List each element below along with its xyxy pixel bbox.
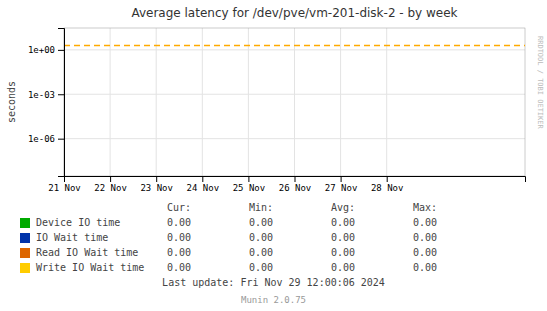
plot-area: 21 Nov 22 Nov 23 Nov 24 Nov 25 Nov 26 Nov 27 N… bbox=[28, 28, 526, 193]
x-tick: 24 Nov bbox=[187, 176, 220, 193]
legend-value: 0.00 bbox=[413, 217, 437, 228]
legend-value: 0.00 bbox=[331, 262, 355, 273]
legend-swatch bbox=[20, 248, 30, 258]
y-tick-label: 1e+00 bbox=[28, 45, 55, 55]
legend-value: 0.00 bbox=[331, 247, 355, 258]
legend-label: Write IO Wait time bbox=[36, 262, 144, 273]
y-axis: 1e-06 1e-03 1e+00 bbox=[28, 29, 65, 177]
chart: Average latency for /dev/pve/vm-201-disk… bbox=[0, 0, 547, 311]
legend-value: 0.00 bbox=[167, 232, 191, 243]
x-tick-mark bbox=[248, 176, 249, 182]
x-tick-label: 21 Nov bbox=[48, 183, 81, 193]
x-tick: 25 Nov bbox=[233, 176, 266, 193]
grid-line-y bbox=[64, 49, 525, 50]
legend-label: Read IO Wait time bbox=[36, 247, 138, 258]
x-tick: 23 Nov bbox=[140, 176, 173, 193]
legend-value: 0.00 bbox=[249, 232, 273, 243]
x-tick-label: 26 Nov bbox=[279, 183, 312, 193]
x-tick: 22 Nov bbox=[94, 176, 127, 193]
x-tick: 27 Nov bbox=[325, 176, 358, 193]
x-tick-mark bbox=[295, 176, 296, 182]
y-tick-label: 1e-06 bbox=[28, 134, 55, 144]
x-tick: 28 Nov bbox=[371, 176, 404, 193]
y-tick: 1e-06 bbox=[28, 134, 64, 144]
reference-line bbox=[64, 45, 525, 47]
legend-swatch bbox=[20, 218, 30, 228]
legend-swatch bbox=[20, 233, 30, 243]
x-tick-label: 28 Nov bbox=[371, 183, 404, 193]
x-tick-label: 27 Nov bbox=[325, 183, 358, 193]
grid bbox=[64, 28, 525, 176]
legend-header: Cur: bbox=[167, 202, 191, 213]
x-tick-label: 25 Nov bbox=[233, 183, 266, 193]
x-tick-mark bbox=[341, 176, 342, 182]
legend-value: 0.00 bbox=[249, 262, 273, 273]
plot-frame bbox=[64, 28, 525, 176]
y-tick: 1e-03 bbox=[28, 90, 64, 100]
title: Average latency for /dev/pve/vm-201-disk… bbox=[131, 6, 457, 20]
y-tick-mark bbox=[58, 50, 64, 51]
legend-value: 0.00 bbox=[413, 247, 437, 258]
legend: Cur: Min: Avg: Max: Device IO time 0.00 0.00 0.… bbox=[20, 202, 437, 273]
y-tick-mark bbox=[58, 94, 64, 95]
legend-value: 0.00 bbox=[249, 217, 273, 228]
legend-header: Avg: bbox=[331, 202, 355, 213]
marks bbox=[64, 45, 525, 46]
x-tick-mark bbox=[202, 176, 203, 182]
y-tick-mark bbox=[58, 139, 64, 140]
y-axis-title: seconds bbox=[6, 81, 17, 123]
x-tick-label: 23 Nov bbox=[140, 183, 173, 193]
x-tick-mark bbox=[110, 176, 111, 182]
x-axis-line bbox=[65, 177, 526, 183]
legend-value: 0.00 bbox=[331, 232, 355, 243]
x-tick-mark bbox=[156, 176, 157, 182]
legend-header: Max: bbox=[413, 202, 437, 213]
x-tick-mark bbox=[387, 176, 388, 182]
legend-value: 0.00 bbox=[331, 217, 355, 228]
legend-value: 0.00 bbox=[167, 262, 191, 273]
grid-line-y bbox=[64, 138, 525, 139]
x-tick-label: 22 Nov bbox=[94, 183, 127, 193]
legend-value: 0.00 bbox=[167, 217, 191, 228]
legend-value: 0.00 bbox=[249, 247, 273, 258]
legend-value: 0.00 bbox=[413, 232, 437, 243]
footer: Munin 2.0.75 bbox=[241, 295, 306, 305]
last-update: Last update: Fri Nov 29 12:00:06 2024 bbox=[162, 277, 385, 288]
watermark: RRDTOOL / TOBI OETIKER bbox=[536, 36, 544, 130]
x-tick: 26 Nov bbox=[279, 176, 312, 193]
legend-label: Device IO time bbox=[36, 217, 120, 228]
legend-label: IO Wait time bbox=[36, 232, 108, 243]
legend-swatch bbox=[20, 263, 30, 273]
x-tick: 21 Nov bbox=[48, 176, 81, 193]
legend-value: 0.00 bbox=[167, 247, 191, 258]
y-tick-label: 1e-03 bbox=[28, 90, 55, 100]
y-tick: 1e+00 bbox=[28, 45, 64, 55]
y-axis-line bbox=[58, 29, 65, 177]
legend-value: 0.00 bbox=[413, 262, 437, 273]
x-axis: 21 Nov 22 Nov 23 Nov 24 Nov 25 Nov 26 Nov 27 N… bbox=[48, 176, 525, 193]
legend-header: Min: bbox=[249, 202, 273, 213]
grid-line-y bbox=[64, 94, 525, 95]
x-tick-label: 24 Nov bbox=[187, 183, 220, 193]
